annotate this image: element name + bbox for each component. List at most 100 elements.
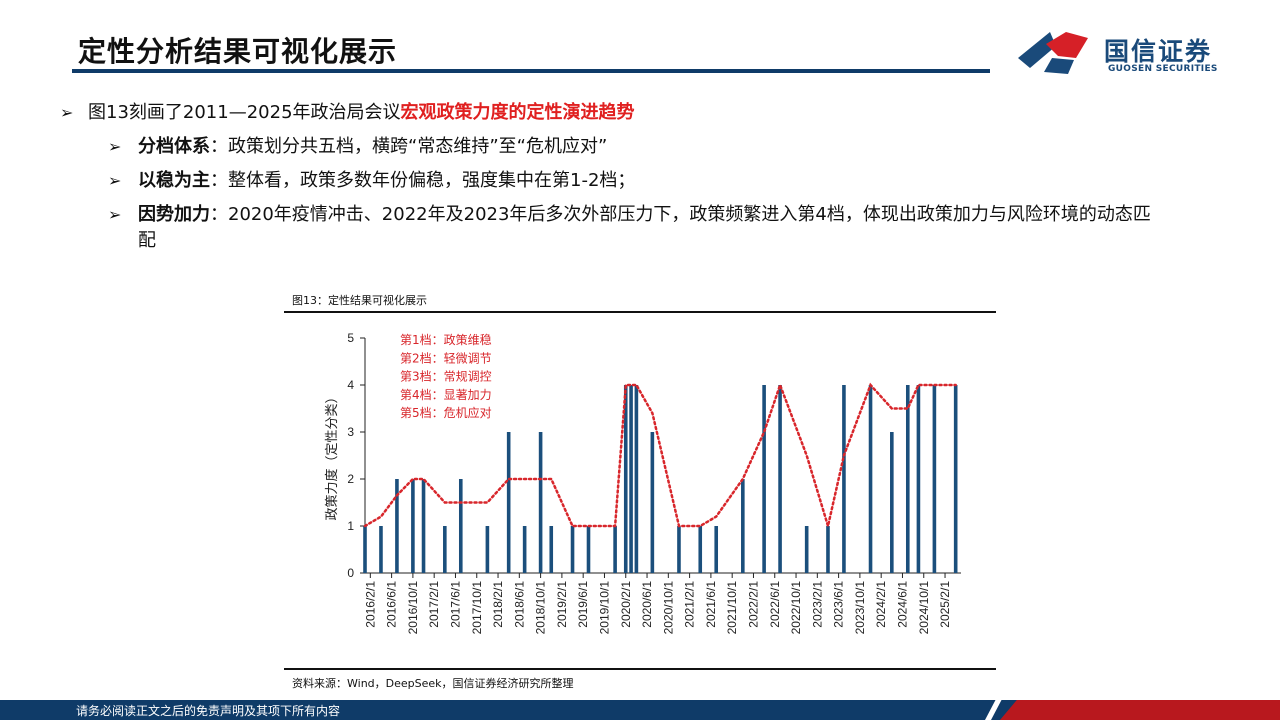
- bar: [916, 385, 921, 573]
- y-tick-label: 5: [347, 331, 354, 345]
- slide-title: 定性分析结果可视化展示: [78, 35, 398, 68]
- bullet-item: ➢ 以稳为主：整体看，政策多数年份偏稳，强度集中在第1-2档；: [60, 168, 1160, 194]
- x-tick-label: 2022/6/1: [768, 581, 782, 628]
- x-tick-label: 2023/6/1: [832, 581, 846, 628]
- y-tick-label: 2: [347, 472, 354, 486]
- bullet-item: ➢ 分档体系：政策划分共五档，横跨“常态维持”至“危机应对”: [60, 134, 1160, 160]
- x-tick-label: 2021/2/1: [683, 581, 697, 628]
- bar: [778, 385, 782, 573]
- x-tick-label: 2019/10/1: [597, 581, 611, 635]
- bar: [890, 432, 894, 573]
- x-tick-label: 2017/6/1: [448, 581, 462, 628]
- x-tick-label: 2019/2/1: [555, 581, 569, 628]
- y-tick-label: 4: [347, 378, 354, 392]
- bullet-list: ➢ 图13刻画了2011—2025年政治局会议宏观政策力度的定性演进趋势 ➢ 分…: [60, 100, 1160, 262]
- x-tick-label: 2022/2/1: [746, 581, 760, 628]
- figure-source: 资料来源：Wind，DeepSeek，国信证券经济研究所整理: [292, 677, 574, 690]
- legend-text: 第4档：显著加力: [400, 388, 492, 402]
- x-tick-label: 2018/6/1: [512, 581, 526, 628]
- bar: [522, 526, 527, 573]
- bar: [395, 479, 399, 573]
- bar: [868, 385, 873, 573]
- bullet-main-text: 图13刻画了2011—2025年政治局会议: [88, 102, 401, 123]
- bar: [443, 526, 447, 573]
- x-tick-label: 2022/10/1: [789, 581, 803, 635]
- bullet-arrow-icon: ➢: [60, 103, 74, 122]
- bar: [586, 526, 591, 573]
- bar: [762, 385, 766, 573]
- logo-en-text: GUOSEN SECURITIES: [1108, 64, 1218, 74]
- bar: [411, 479, 415, 573]
- x-tick-label: 2017/2/1: [427, 581, 441, 628]
- bar: [714, 526, 719, 573]
- bar: [506, 432, 511, 573]
- bar: [549, 526, 554, 573]
- x-tick-label: 2020/2/1: [619, 581, 633, 628]
- bar: [570, 526, 575, 573]
- bar: [953, 385, 958, 573]
- bullet-item: ➢ 因势加力：2020年疫情冲击、2022年及2023年后多次外部压力下，政策频…: [60, 202, 1160, 254]
- figure-bottom-rule: [284, 668, 996, 670]
- company-logo: 国信证券 GUOSEN SECURITIES: [1016, 28, 1226, 78]
- bar: [421, 479, 426, 573]
- bullet-keyword: 以稳为主: [138, 170, 210, 191]
- bar: [538, 432, 543, 573]
- x-tick-label: 2016/6/1: [385, 581, 399, 628]
- x-tick-label: 2021/10/1: [725, 581, 739, 635]
- legend-text: 第3档：常规调控: [400, 369, 492, 384]
- bar: [741, 479, 745, 573]
- x-tick-label: 2020/10/1: [661, 581, 675, 635]
- bullet-main-highlight: 宏观政策力度的定性演进趋势: [400, 102, 635, 123]
- bar: [677, 526, 681, 573]
- figure-top-rule: [284, 311, 996, 313]
- x-tick-label: 2018/10/1: [534, 581, 548, 635]
- policy-strength-chart: 0 1 2 3 4 5 2016/2/1 2016/6/1 2016/10/1 2017/2/1 2…: [324, 331, 961, 635]
- footer-red-band: [1000, 700, 1280, 720]
- bar: [458, 479, 463, 573]
- x-tick-label: 2024/2/1: [874, 581, 888, 628]
- bar: [698, 526, 703, 573]
- bullet-arrow-icon: ➢: [108, 205, 122, 224]
- bar: [905, 385, 910, 573]
- logo-mark-icon: [1018, 32, 1088, 74]
- trend-line: [363, 381, 957, 531]
- x-tick-label: 2023/2/1: [810, 581, 824, 628]
- bullet-text: ：整体看，政策多数年份偏稳，强度集中在第1-2档；: [210, 170, 636, 191]
- figure-caption: 图13：定性结果可视化展示: [292, 294, 427, 307]
- bullet-main: ➢ 图13刻画了2011—2025年政治局会议宏观政策力度的定性演进趋势: [60, 100, 1160, 126]
- x-tick-label: 2024/10/1: [917, 581, 931, 635]
- bar: [634, 385, 639, 573]
- x-tick-label: 2016/10/1: [406, 581, 420, 635]
- bar: [650, 432, 655, 573]
- bar: [613, 526, 617, 573]
- bullet-keyword: 分档体系: [138, 136, 210, 157]
- bar: [932, 385, 937, 573]
- bullet-text: ：政策划分共五档，横跨“常态维持”至“危机应对”: [210, 136, 608, 157]
- x-tick-label: 2020/6/1: [640, 581, 654, 628]
- x-tick-label: 2024/6/1: [895, 581, 909, 628]
- bar: [842, 385, 846, 573]
- bullet-arrow-icon: ➢: [108, 137, 122, 156]
- x-tick-label: 2016/2/1: [363, 581, 377, 628]
- bar: [379, 526, 383, 573]
- bar: [623, 385, 628, 573]
- bullet-keyword: 因势加力: [138, 204, 210, 225]
- x-tick-label: 2025/2/1: [938, 581, 952, 628]
- x-tick-label: 2021/6/1: [704, 581, 718, 628]
- bar: [804, 526, 809, 573]
- footer-bar: 请务必阅读正文之后的免责声明及其项下所有内容: [0, 700, 1280, 720]
- bar: [826, 526, 830, 573]
- logo-cn-text: 国信证券: [1104, 37, 1213, 66]
- bar: [363, 526, 367, 573]
- x-tick-label: 2019/6/1: [576, 581, 590, 628]
- title-underline: [72, 69, 990, 73]
- bar: [629, 385, 633, 573]
- y-tick-label: 3: [347, 425, 354, 439]
- y-tick-label: 0: [347, 566, 354, 580]
- legend-text: 第1档：政策维稳: [400, 332, 492, 347]
- footer-disclaimer: 请务必阅读正文之后的免责声明及其项下所有内容: [76, 704, 341, 718]
- y-tick-label: 1: [347, 519, 354, 533]
- x-tick-label: 2018/2/1: [491, 581, 505, 628]
- y-axis-label: 政策力度（定性分类）: [324, 390, 340, 520]
- bar: [485, 526, 490, 573]
